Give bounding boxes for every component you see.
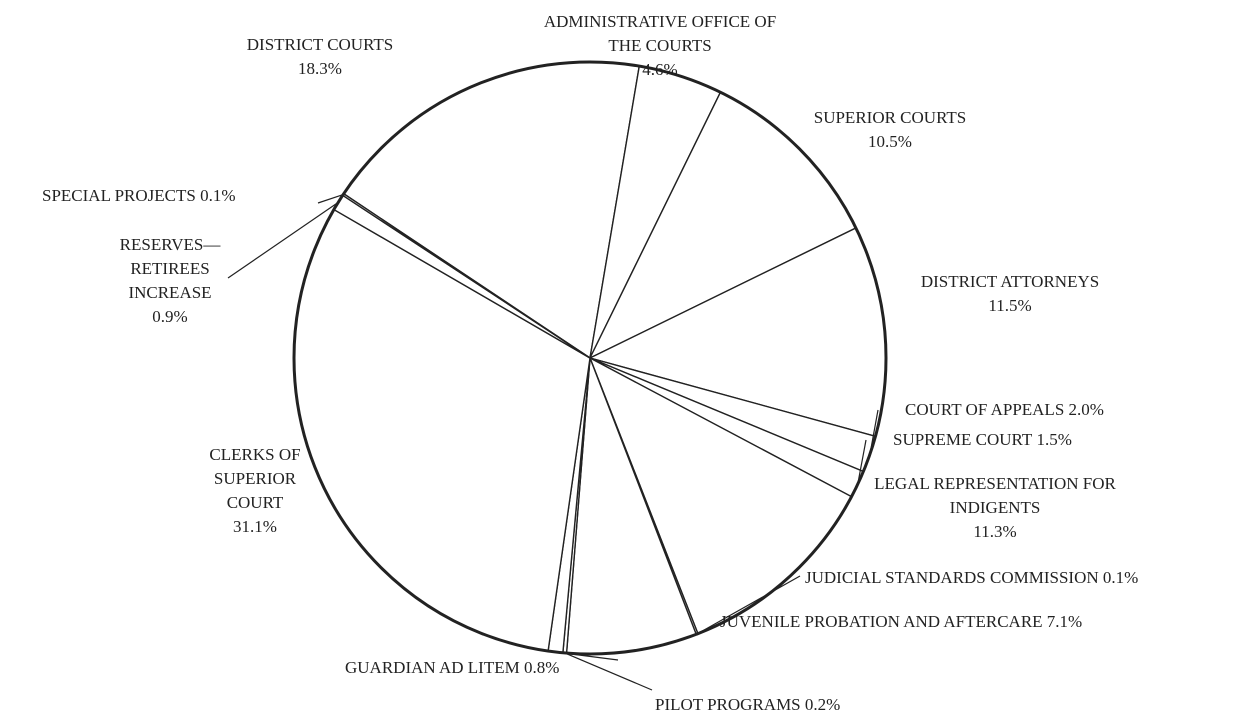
- slice-label: SUPREME COURT 1.5%: [893, 428, 1072, 452]
- category-label: COURT OF APPEALS: [905, 400, 1065, 419]
- category-label: RESERVES— RETIREES INCREASE: [119, 235, 221, 302]
- slice-label: LEGAL REPRESENTATION FOR INDIGENTS 11.3%: [845, 472, 1145, 544]
- slice-label: ADMINISTRATIVE OFFICE OF THE COURTS 4.6%: [530, 10, 790, 82]
- value-label: 2.0%: [1068, 400, 1104, 419]
- category-label: SUPERIOR COURTS: [813, 108, 967, 127]
- slice-label: DISTRICT ATTORNEYS 11.5%: [895, 270, 1125, 318]
- value-label: 7.1%: [1046, 612, 1083, 631]
- value-label: 0.8%: [523, 658, 560, 677]
- slice-label: COURT OF APPEALS 2.0%: [905, 398, 1104, 422]
- value-label: 31.1%: [233, 517, 277, 536]
- slice-label: JUDICIAL STANDARDS COMMISSION 0.1%: [805, 566, 1138, 590]
- leader-line: [317, 193, 344, 204]
- category-label: SPECIAL PROJECTS: [42, 186, 196, 205]
- category-label: PILOT PROGRAMS: [655, 695, 801, 714]
- value-label: 11.3%: [973, 522, 1017, 541]
- value-label: 1.5%: [1036, 430, 1072, 449]
- category-label: DISTRICT ATTORNEYS: [920, 272, 1100, 291]
- category-label: CLERKS OF SUPERIOR COURT: [209, 445, 301, 512]
- leader-line: [696, 575, 801, 635]
- category-label: LEGAL REPRESENTATION FOR INDIGENTS: [874, 474, 1116, 517]
- category-label: ADMINISTRATIVE OFFICE OF THE COURTS: [543, 12, 777, 55]
- pie-outline: [292, 60, 888, 656]
- category-label: JUVENILE PROBATION AND AFTERCARE: [720, 612, 1043, 631]
- slice-label: GUARDIAN AD LITEM 0.8%: [345, 656, 559, 680]
- slice-label: SPECIAL PROJECTS 0.1%: [42, 184, 236, 208]
- value-label: 10.5%: [868, 132, 912, 151]
- value-label: 11.5%: [988, 296, 1032, 315]
- slice-label: DISTRICT COURTS 18.3%: [210, 33, 430, 81]
- leader-line: [564, 652, 653, 691]
- value-label: 18.3%: [298, 59, 342, 78]
- category-label: JUDICIAL STANDARDS COMMISSION: [805, 568, 1099, 587]
- value-label: 0.1%: [200, 186, 236, 205]
- slice-label: JUVENILE PROBATION AND AFTERCARE 7.1%: [720, 610, 1082, 634]
- category-label: SUPREME COURT: [893, 430, 1033, 449]
- slice-label: SUPERIOR COURTS 10.5%: [790, 106, 990, 154]
- leader-line: [857, 439, 867, 485]
- slice-label: CLERKS OF SUPERIOR COURT 31.1%: [209, 443, 301, 539]
- category-label: DISTRICT COURTS: [246, 35, 394, 54]
- value-label: 0.2%: [804, 695, 841, 714]
- category-label: GUARDIAN AD LITEM: [345, 658, 520, 677]
- slice-label: PILOT PROGRAMS 0.2%: [655, 693, 840, 717]
- leader-line: [227, 201, 339, 279]
- value-label: 0.9%: [152, 307, 188, 326]
- slice-label: RESERVES— RETIREES INCREASE 0.9%: [95, 233, 245, 329]
- value-label: 4.6%: [642, 60, 678, 79]
- value-label: 0.1%: [1102, 568, 1139, 587]
